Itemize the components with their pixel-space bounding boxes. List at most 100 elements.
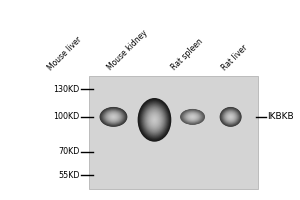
Ellipse shape [110,115,117,119]
Ellipse shape [191,116,194,118]
Ellipse shape [105,111,122,123]
Ellipse shape [101,108,125,125]
Ellipse shape [226,112,236,122]
Ellipse shape [183,111,202,123]
Ellipse shape [112,116,114,118]
Ellipse shape [185,112,200,122]
Ellipse shape [152,116,157,124]
Ellipse shape [188,114,197,120]
Ellipse shape [107,113,119,121]
Ellipse shape [146,108,164,132]
Ellipse shape [140,102,169,138]
Text: Mouse liver: Mouse liver [46,35,83,72]
Text: IKBKB: IKBKB [267,112,294,121]
Ellipse shape [152,117,157,123]
Ellipse shape [143,105,166,135]
Ellipse shape [190,115,195,118]
Ellipse shape [183,111,202,123]
Ellipse shape [139,99,170,140]
Ellipse shape [149,113,160,127]
Ellipse shape [189,114,196,119]
Ellipse shape [138,99,171,141]
Ellipse shape [221,108,241,126]
Ellipse shape [228,114,234,120]
Ellipse shape [184,112,201,122]
Ellipse shape [181,109,205,125]
Ellipse shape [228,115,233,119]
Ellipse shape [140,101,169,139]
Ellipse shape [223,110,238,124]
Ellipse shape [106,111,121,123]
Ellipse shape [112,116,115,118]
Ellipse shape [109,114,118,120]
Ellipse shape [182,110,203,124]
Ellipse shape [226,113,236,121]
Ellipse shape [226,113,235,121]
Ellipse shape [223,110,238,124]
Ellipse shape [153,118,156,121]
Ellipse shape [139,100,170,140]
Ellipse shape [102,109,125,125]
Ellipse shape [191,116,194,118]
Ellipse shape [142,103,167,137]
Ellipse shape [109,114,118,120]
Ellipse shape [222,109,239,125]
Ellipse shape [147,110,162,129]
Ellipse shape [224,111,238,123]
Ellipse shape [149,113,160,126]
Ellipse shape [221,108,240,125]
Ellipse shape [225,112,236,122]
Ellipse shape [227,114,234,120]
Ellipse shape [189,115,196,119]
Ellipse shape [103,110,124,124]
Ellipse shape [227,114,234,120]
Ellipse shape [228,115,233,119]
Ellipse shape [181,110,204,124]
Ellipse shape [110,114,117,120]
Ellipse shape [151,115,158,125]
Ellipse shape [184,111,201,122]
Ellipse shape [144,107,165,133]
Bar [88,76,259,189]
Ellipse shape [230,116,232,118]
Ellipse shape [153,118,156,122]
Ellipse shape [183,111,202,123]
Ellipse shape [108,113,119,121]
Text: 100KD: 100KD [53,112,80,121]
Ellipse shape [154,119,155,121]
Ellipse shape [220,107,241,126]
Ellipse shape [100,107,127,126]
Ellipse shape [180,109,205,125]
Ellipse shape [100,107,128,127]
Ellipse shape [145,107,164,132]
Ellipse shape [185,112,200,121]
Ellipse shape [190,116,195,118]
Ellipse shape [112,116,115,118]
Ellipse shape [105,111,122,123]
Text: Rat liver: Rat liver [220,43,249,72]
Ellipse shape [151,115,158,124]
Ellipse shape [187,113,198,120]
Ellipse shape [187,113,198,121]
Ellipse shape [138,98,171,142]
Ellipse shape [144,106,165,134]
Text: Mouse kidney: Mouse kidney [106,29,149,72]
Ellipse shape [229,116,232,118]
Ellipse shape [111,115,116,119]
Ellipse shape [226,113,235,121]
Ellipse shape [186,113,199,121]
Ellipse shape [107,112,120,122]
Ellipse shape [220,107,242,127]
Ellipse shape [101,108,126,126]
Ellipse shape [103,109,124,124]
Ellipse shape [104,110,123,124]
Ellipse shape [188,114,197,120]
Ellipse shape [190,115,196,119]
Ellipse shape [111,115,116,119]
Ellipse shape [192,116,194,117]
Ellipse shape [186,113,199,121]
Ellipse shape [100,108,127,126]
Ellipse shape [104,110,123,124]
Ellipse shape [150,114,159,126]
Ellipse shape [148,111,161,129]
